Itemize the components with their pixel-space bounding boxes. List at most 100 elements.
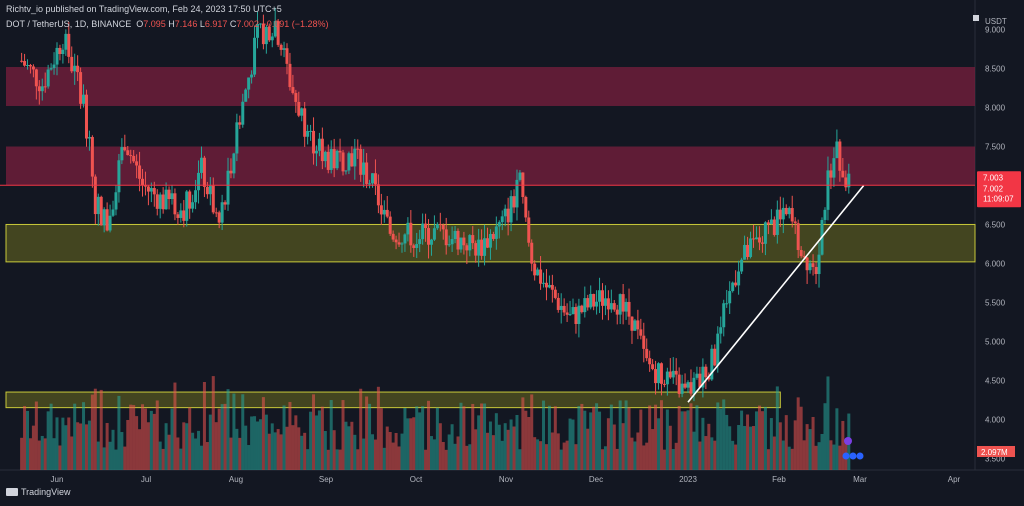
candle-body: [61, 49, 65, 54]
volume-bar: [689, 403, 693, 470]
volume-bar: [356, 449, 360, 470]
candle-body: [444, 229, 448, 246]
volume-bar: [205, 442, 209, 470]
volume-bar: [468, 444, 472, 470]
candle-body: [497, 222, 501, 227]
volume-bar: [258, 419, 262, 470]
candle-body: [677, 374, 681, 394]
candle-body: [226, 170, 230, 205]
volume-bar: [28, 438, 32, 470]
candle-body: [542, 282, 546, 284]
volume-bar: [488, 421, 492, 470]
candle-body: [20, 60, 24, 62]
volume-bar: [609, 404, 613, 470]
candle-body: [772, 219, 776, 235]
time-tick-label: Nov: [499, 475, 513, 484]
candle-body: [639, 329, 643, 336]
candle-body: [43, 86, 47, 88]
volume-bar: [787, 446, 791, 470]
volume-bar: [241, 394, 245, 470]
candle-body: [704, 366, 708, 378]
volume-bar: [317, 410, 321, 470]
volume-bar: [238, 437, 242, 470]
volume-bar: [297, 427, 301, 470]
volume-bar: [294, 415, 298, 470]
candle-body: [737, 271, 741, 286]
volume-bar: [126, 419, 130, 470]
candle-body: [111, 209, 115, 216]
volume-bar: [456, 436, 460, 470]
volume-bar: [536, 439, 540, 470]
candle-body: [802, 256, 806, 258]
volume-bar: [559, 449, 563, 470]
candle-body: [731, 282, 735, 292]
candle-body: [93, 176, 97, 215]
volume-bar: [350, 421, 354, 470]
volume-bar: [547, 405, 551, 470]
candle-body: [368, 183, 372, 185]
candle-body: [698, 373, 702, 388]
volume-bar: [793, 420, 797, 470]
candle-body: [188, 191, 192, 209]
candle-body: [757, 237, 761, 243]
price-tick-label: 4.500: [985, 376, 1006, 385]
volume-bar: [429, 436, 433, 470]
candle-body: [598, 290, 602, 302]
volume-bar: [583, 410, 587, 470]
volume-bar: [99, 389, 103, 470]
candle-body: [199, 157, 203, 173]
volume-bar: [772, 436, 776, 470]
volume-bar: [471, 403, 475, 470]
volume-bar: [93, 388, 97, 470]
candle-body: [379, 205, 383, 215]
volume-bar: [589, 412, 593, 470]
candle-body: [615, 309, 619, 315]
candle-body: [760, 242, 764, 244]
volume-bar: [494, 413, 498, 470]
ohlc-close: 7.002: [236, 19, 259, 29]
volume-bar: [161, 448, 165, 470]
ohlc-open-label: O: [136, 19, 144, 29]
volume-bar: [129, 404, 133, 470]
volume-bar: [409, 418, 413, 470]
volume-bar: [580, 403, 584, 470]
volume-bar: [645, 442, 649, 470]
tradingview-attribution: TradingView: [6, 487, 71, 497]
volume-bar: [441, 441, 445, 470]
candle-body: [253, 37, 257, 75]
volume-bar: [651, 429, 655, 470]
volume-bar: [285, 426, 289, 470]
candle-body: [683, 383, 687, 388]
volume-bar: [808, 429, 812, 470]
volume-bar: [388, 431, 392, 470]
candle-body: [719, 327, 723, 334]
candle-body: [314, 150, 318, 154]
volume-bar: [586, 428, 590, 470]
volume-bar: [188, 407, 192, 470]
candle-body: [362, 162, 366, 175]
candle-body: [847, 173, 851, 188]
candle-body: [527, 217, 531, 243]
volume-bar: [362, 438, 366, 470]
candle-body: [483, 238, 487, 256]
volume-bar: [338, 449, 342, 470]
volume-bar: [606, 418, 610, 470]
volume-bar: [817, 442, 821, 470]
candle-body: [415, 244, 419, 248]
volume-bar: [598, 411, 602, 470]
price-tick-label: 5.000: [985, 337, 1006, 346]
candle-body: [459, 237, 463, 250]
candle-body: [108, 215, 112, 231]
candle-body: [612, 303, 616, 310]
volume-bar: [435, 407, 439, 470]
candle-body: [258, 23, 262, 25]
candle-body: [553, 289, 557, 298]
candle-body: [149, 188, 153, 192]
candle-body: [294, 93, 298, 102]
volume-bar: [264, 414, 268, 470]
candle-body: [781, 207, 785, 220]
candle-body: [609, 303, 613, 310]
volume-bar: [291, 425, 295, 470]
